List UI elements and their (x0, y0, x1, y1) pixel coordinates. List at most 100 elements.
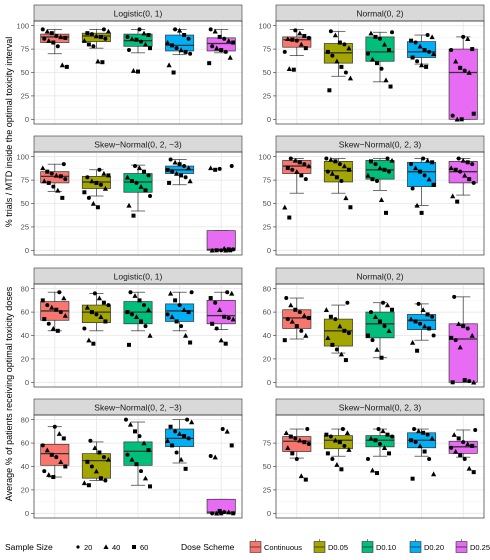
point-size-40 (369, 467, 376, 473)
point-size-40 (306, 163, 312, 169)
point-size-40 (49, 304, 55, 310)
point-size-20 (168, 157, 173, 162)
y-tick-label: 60 (21, 308, 29, 317)
point-size-20 (421, 156, 426, 161)
point-size-60 (449, 335, 454, 340)
point-size-40 (96, 295, 103, 301)
point-size-20 (210, 44, 215, 49)
point-size-40 (466, 465, 472, 471)
point-size-60 (94, 180, 99, 185)
point-size-20 (86, 195, 91, 200)
point-size-60 (291, 67, 296, 72)
point-size-60 (422, 48, 427, 53)
point-size-60 (85, 459, 90, 464)
point-size-40 (417, 443, 423, 449)
point-size-60 (103, 319, 108, 324)
point-size-20 (186, 36, 191, 41)
point-size-60 (413, 319, 418, 324)
y-tick-label: 100 (258, 152, 271, 161)
point-size-40 (425, 157, 431, 163)
point-size-20 (126, 48, 131, 53)
point-size-60 (409, 38, 414, 43)
point-size-40 (417, 43, 423, 49)
scheme-legend-title: Dose Scheme (181, 542, 235, 552)
y-tick-label: 25 (263, 486, 271, 495)
point-size-60 (339, 467, 344, 472)
point-size-40 (420, 307, 426, 312)
point-size-40 (44, 28, 50, 34)
point-size-20 (427, 49, 432, 54)
point-size-20 (101, 27, 106, 32)
point-size-40 (177, 431, 183, 436)
point-size-40 (338, 351, 345, 357)
point-size-20 (179, 324, 184, 329)
point-size-60 (462, 377, 467, 382)
point-size-60 (170, 443, 175, 448)
point-size-40 (298, 473, 304, 479)
point-size-20 (294, 38, 299, 43)
point-size-40 (209, 247, 215, 253)
legend-key-triangle (103, 544, 109, 549)
point-size-20 (470, 162, 475, 167)
point-size-60 (219, 48, 224, 53)
point-size-40 (95, 58, 101, 64)
panel-mid-right: Skew−Normal(0, 2, 3) 0 25 50 75 100 (258, 135, 485, 256)
point-size-40 (189, 419, 195, 425)
point-size-60 (143, 188, 148, 193)
point-size-20 (139, 39, 144, 44)
point-size-60 (139, 319, 144, 324)
point-size-20 (385, 156, 390, 161)
point-size-20 (49, 171, 54, 176)
point-size-40 (227, 54, 233, 60)
point-size-60 (330, 342, 335, 347)
point-size-20 (339, 179, 344, 184)
point-size-20 (456, 156, 461, 161)
point-size-40 (419, 62, 425, 68)
point-size-20 (139, 469, 144, 474)
point-size-60 (306, 315, 311, 320)
point-size-60 (89, 310, 94, 315)
point-size-60 (168, 424, 173, 429)
point-size-40 (380, 428, 386, 434)
panel-title: Skew−Normal(0, 2, 3) (339, 140, 422, 150)
point-size-20 (51, 184, 56, 189)
point-size-60 (228, 248, 233, 253)
panel-title: Normal(0, 2) (356, 9, 403, 19)
point-size-20 (229, 164, 234, 169)
point-size-60 (231, 511, 236, 516)
point-size-40 (92, 445, 98, 450)
point-size-20 (342, 443, 347, 448)
point-size-20 (134, 180, 139, 185)
point-size-60 (373, 438, 378, 443)
point-size-60 (86, 42, 91, 47)
y-tick-label: 0 (267, 509, 271, 518)
point-size-60 (324, 432, 329, 437)
point-size-20 (146, 173, 151, 178)
point-size-20 (365, 457, 370, 462)
point-size-20 (40, 443, 45, 448)
point-size-20 (340, 427, 345, 432)
point-size-40 (105, 28, 112, 34)
point-size-20 (85, 175, 90, 180)
point-size-60 (148, 46, 153, 51)
point-size-40 (466, 69, 472, 75)
point-size-60 (337, 40, 342, 45)
point-size-60 (213, 167, 218, 172)
point-size-20 (91, 44, 96, 49)
point-size-40 (465, 36, 471, 42)
point-size-20 (306, 35, 311, 40)
point-size-60 (302, 440, 307, 445)
point-size-20 (376, 427, 381, 432)
point-size-60 (137, 298, 142, 303)
point-size-60 (431, 182, 436, 187)
point-size-40 (325, 335, 331, 341)
point-size-60 (299, 173, 304, 178)
point-size-40 (381, 41, 388, 47)
point-size-60 (98, 476, 103, 481)
point-size-60 (42, 317, 47, 322)
point-size-60 (379, 355, 384, 360)
point-size-20 (305, 427, 310, 432)
point-size-20 (222, 510, 227, 515)
point-size-40 (164, 438, 171, 443)
y-tick-label: 50 (21, 68, 29, 77)
